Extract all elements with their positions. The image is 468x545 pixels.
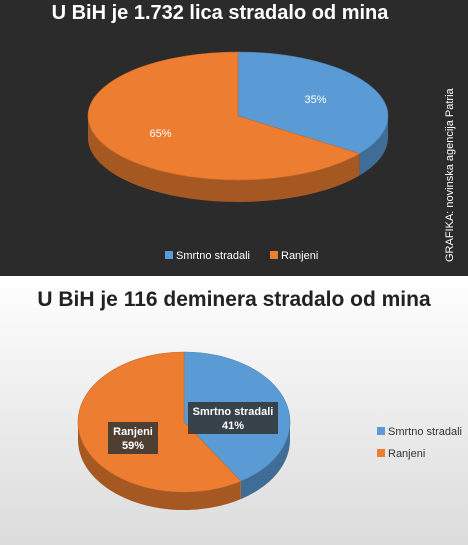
pie-2-side-1 bbox=[78, 422, 241, 510]
pie-2-data-label-name-1: Ranjeni bbox=[113, 426, 153, 438]
legend-2-swatch-0 bbox=[377, 427, 385, 435]
chart-1-title: U BiH je 1.732 lica stradalo od mina bbox=[51, 2, 389, 24]
pie-chart-1: 35% 65% Smrtno stradali Ranjeni bbox=[87, 51, 389, 262]
pie-2-data-label-pct-0: 41% bbox=[222, 420, 244, 432]
pie-1-slice-1 bbox=[87, 51, 361, 181]
pie-1-data-label-0: 35% bbox=[305, 94, 327, 106]
pie-2-data-label-box-0 bbox=[188, 402, 278, 434]
pie-2-side-0 bbox=[240, 422, 290, 500]
pie-1-slice-0 bbox=[237, 51, 389, 154]
pie-2-data-label-pct-1: 59% bbox=[122, 440, 144, 452]
pie-1-side-1 bbox=[88, 116, 360, 202]
pie-1-side-0 bbox=[359, 116, 389, 176]
legend-1-swatch-1 bbox=[270, 251, 278, 259]
chart-panel-2: U BiH je 116 deminera stradalo od mina S… bbox=[0, 276, 468, 545]
pie-2-data-label-name-0: Smrtno stradali bbox=[193, 406, 274, 418]
legend-2-label-0: Smrtno stradali bbox=[388, 426, 462, 438]
chart-2-title: U BiH je 116 deminera stradalo od mina bbox=[37, 288, 431, 311]
chart-panel-1: U BiH je 1.732 lica stradalo od mina GRA… bbox=[0, 0, 468, 276]
pie-chart-2: Smrtno stradali 41% Ranjeni 59% Smrtno strad… bbox=[77, 351, 462, 510]
legend-1-label-1: Ranjeni bbox=[281, 250, 318, 262]
legend-1-label-0: Smrtno stradali bbox=[176, 250, 250, 262]
pie-2-slice-1 bbox=[77, 351, 242, 493]
legend-1-swatch-0 bbox=[165, 251, 173, 259]
pie-2-data-label-box-1 bbox=[108, 422, 158, 454]
legend-2-swatch-1 bbox=[377, 449, 385, 457]
legend-2-label-1: Ranjeni bbox=[388, 448, 425, 460]
pie-1-data-label-1: 65% bbox=[149, 128, 171, 140]
